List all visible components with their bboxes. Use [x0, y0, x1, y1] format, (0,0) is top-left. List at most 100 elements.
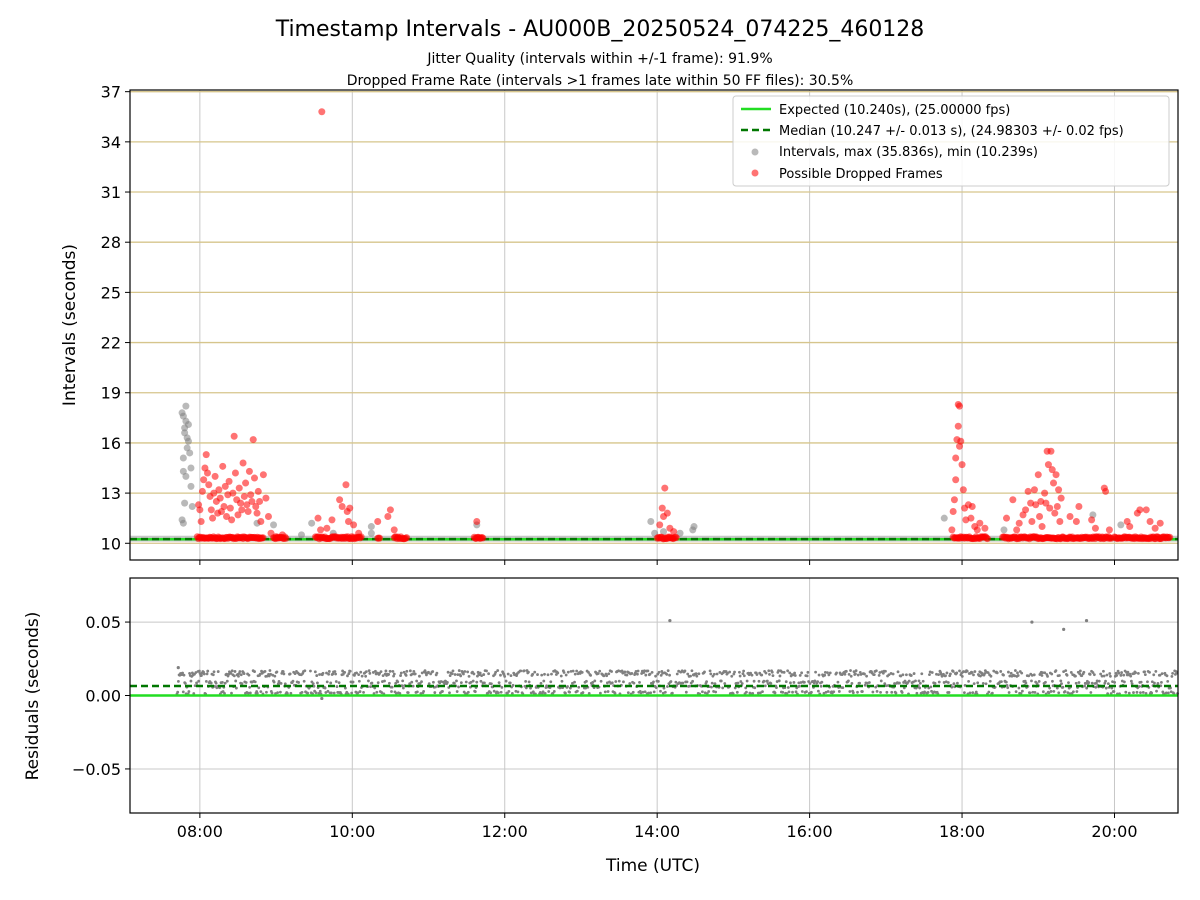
- legend-intervals-label: Intervals, max (35.836s), min (10.239s): [779, 145, 1038, 160]
- residual-point: [188, 671, 191, 675]
- residual-point: [835, 671, 838, 675]
- residual-point: [459, 674, 463, 678]
- residual-point: [1090, 681, 1094, 685]
- dropped-frame-point: [959, 486, 967, 494]
- residual-point: [806, 670, 810, 674]
- residual-point: [643, 690, 647, 694]
- residual-point: [1065, 673, 1069, 677]
- dropped-frame-point: [1044, 461, 1052, 469]
- residual-point: [827, 673, 831, 677]
- residual-point: [1120, 679, 1124, 683]
- residual-point: [1120, 671, 1123, 674]
- residual-point: [399, 674, 402, 677]
- residual-point: [625, 673, 629, 677]
- residual-point: [581, 691, 585, 694]
- residual-point: [556, 671, 560, 675]
- dropped-frame-point: [256, 497, 264, 505]
- residual-point: [362, 690, 365, 694]
- dropped-frame-point: [226, 504, 234, 512]
- residual-point: [212, 670, 216, 674]
- dropped-frame-point: [1042, 499, 1050, 507]
- residual-point: [710, 685, 713, 689]
- dropped-frame-point: [259, 471, 267, 479]
- dropped-frame-point: [338, 502, 346, 510]
- interval-point: [184, 437, 192, 445]
- residual-point: [387, 672, 391, 676]
- residual-point: [775, 686, 778, 690]
- residual-point: [736, 681, 740, 685]
- top-y-tick-label: 37: [101, 83, 121, 102]
- residual-point: [230, 669, 234, 673]
- chart-title: Timestamp Intervals - AU000B_20250524_07…: [275, 17, 925, 42]
- residual-point: [1067, 681, 1070, 685]
- dropped-frame-point: [210, 489, 218, 497]
- dropped-frame-point: [1048, 466, 1056, 474]
- residual-point: [1007, 670, 1010, 674]
- x-tick-label: 08:00: [177, 822, 223, 841]
- residual-point: [708, 669, 712, 673]
- dropped-frame-point: [220, 502, 228, 510]
- residual-point: [568, 690, 572, 694]
- residual-point: [854, 669, 858, 673]
- residual-point: [507, 690, 511, 693]
- residual-point: [911, 680, 915, 684]
- residual-point: [1122, 680, 1126, 684]
- top-y-tick-label: 28: [101, 233, 121, 252]
- residual-point: [847, 673, 851, 676]
- residuals-panel: 08:00 10:00 12:00 14:00 16:00 18:00 20:00 −0.05…: [72, 577, 1179, 841]
- residual-point: [1047, 691, 1051, 695]
- residual-point: [946, 681, 950, 684]
- residual-point: [852, 670, 856, 674]
- residual-point: [1014, 690, 1018, 694]
- x-tick-label: 12:00: [482, 822, 528, 841]
- residual-point: [823, 673, 827, 677]
- residual-point: [542, 679, 546, 683]
- residual-point: [1155, 689, 1158, 693]
- dropped-frame-point: [336, 496, 344, 504]
- residual-point: [466, 690, 470, 694]
- residual-point: [837, 690, 841, 693]
- residual-point: [749, 671, 753, 675]
- residual-point: [1171, 671, 1175, 675]
- residual-point: [314, 691, 318, 695]
- residual-point: [622, 680, 625, 684]
- residual-point: [695, 674, 699, 678]
- interval-point: [181, 499, 189, 507]
- dropped-frame-point: [197, 518, 205, 526]
- residual-point: [508, 681, 512, 685]
- residual-point: [1113, 680, 1117, 684]
- residual-point: [758, 691, 762, 695]
- residual-point: [856, 673, 860, 677]
- residual-point: [456, 673, 460, 677]
- residual-point: [1002, 673, 1005, 677]
- dropped-frame-point: [231, 469, 239, 477]
- residual-point: [1020, 689, 1024, 693]
- residual-point: [787, 690, 791, 694]
- residual-point: [275, 670, 279, 674]
- dropped-frame-point: [1024, 487, 1032, 495]
- residual-point: [223, 692, 226, 695]
- residual-point: [248, 691, 252, 695]
- residual-point: [205, 672, 209, 676]
- residual-point: [1148, 670, 1151, 674]
- residual-point: [327, 670, 331, 673]
- residual-point: [519, 669, 523, 673]
- residual-point: [439, 680, 443, 683]
- residual-point: [289, 691, 293, 695]
- residual-point: [577, 685, 581, 689]
- residual-point: [1136, 671, 1140, 675]
- residual-point: [276, 691, 280, 695]
- residual-point: [587, 691, 591, 695]
- residual-point: [670, 691, 674, 695]
- residual-point: [297, 681, 300, 684]
- residual-point: [602, 674, 606, 678]
- residual-point: [610, 681, 614, 685]
- dropped-frame-point: [1034, 471, 1042, 479]
- residual-point: [1030, 679, 1033, 683]
- residual-point: [914, 679, 917, 683]
- residual-point: [1161, 690, 1165, 694]
- residual-point: [522, 669, 526, 673]
- residual-point: [415, 690, 419, 694]
- residual-point: [490, 682, 493, 686]
- residual-point: [1044, 680, 1047, 684]
